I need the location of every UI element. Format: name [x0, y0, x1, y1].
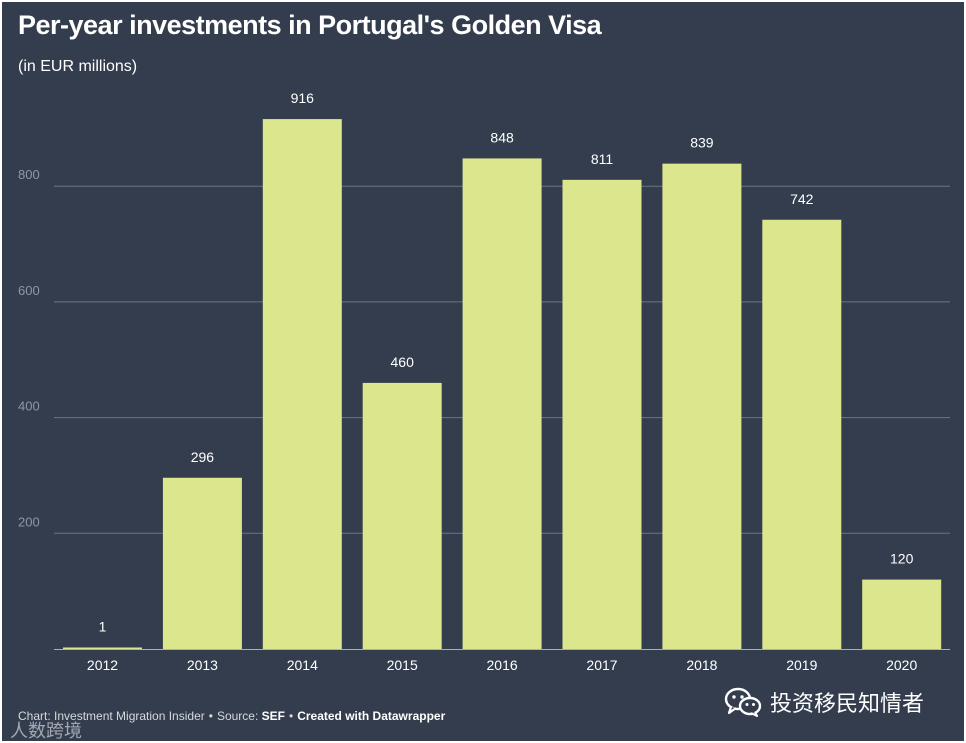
corner-watermark-text: 人数跨境	[10, 721, 82, 742]
bar-2015	[362, 382, 442, 649]
data-label-2015: 460	[391, 354, 415, 370]
data-label-2016: 848	[490, 129, 514, 145]
data-label-2012: 1	[99, 619, 107, 635]
x-tick-label-2018: 2018	[686, 657, 717, 673]
y-tick-label: 600	[18, 283, 40, 298]
bar-2012	[63, 647, 142, 649]
bar-2016	[462, 158, 542, 649]
x-tick-label-2013: 2013	[187, 657, 218, 673]
data-label-2014: 916	[291, 90, 315, 106]
bar-chart: 200 400 600 800 1 296 916 460 848 811 839 742 120 2…	[18, 90, 950, 673]
x-tick-label-2015: 2015	[387, 657, 418, 673]
bar-2017	[562, 179, 642, 650]
watermark-text: 投资移民知情者	[770, 692, 925, 717]
y-tick-label: 200	[18, 514, 40, 529]
footer-source-link[interactable]: SEF	[261, 709, 285, 723]
x-tick-label-2014: 2014	[287, 657, 318, 673]
footer-credit-prefix: Chart: Investment Migration Insider	[18, 709, 205, 723]
y-tick-label: 800	[18, 167, 40, 182]
x-tick-label-2016: 2016	[487, 657, 518, 673]
x-tick-label-2017: 2017	[586, 657, 617, 673]
y-tick-label: 400	[18, 399, 40, 414]
data-label-2018: 839	[690, 135, 714, 151]
chart-footer: Chart: Investment Migration Insider • Sour…	[18, 709, 446, 723]
bar-2013	[162, 477, 242, 649]
data-label-2017: 811	[591, 151, 614, 167]
bar-2020	[862, 579, 942, 649]
footer-source-label: Source:	[216, 709, 259, 723]
bar-2019	[762, 219, 842, 650]
x-tick-label-2012: 2012	[87, 657, 118, 673]
data-label-2020: 120	[890, 551, 914, 567]
wechat-watermark: 投资移民知情者	[724, 686, 924, 718]
bar-2018	[662, 163, 742, 650]
x-tick-label-2020: 2020	[886, 657, 917, 673]
corner-watermark: 人数跨境	[10, 717, 82, 743]
chart-subtitle: (in EUR millions)	[18, 58, 138, 75]
chart-title: Per-year investments in Portugal's Golde…	[18, 10, 602, 40]
data-label-2013: 296	[191, 449, 215, 465]
wechat-icon	[724, 687, 762, 717]
footer-datawrapper-credit[interactable]: Created with Datawrapper	[297, 709, 446, 723]
data-label-2019: 742	[790, 191, 814, 207]
x-tick-label-2019: 2019	[786, 657, 817, 673]
bar-2014	[262, 119, 342, 650]
